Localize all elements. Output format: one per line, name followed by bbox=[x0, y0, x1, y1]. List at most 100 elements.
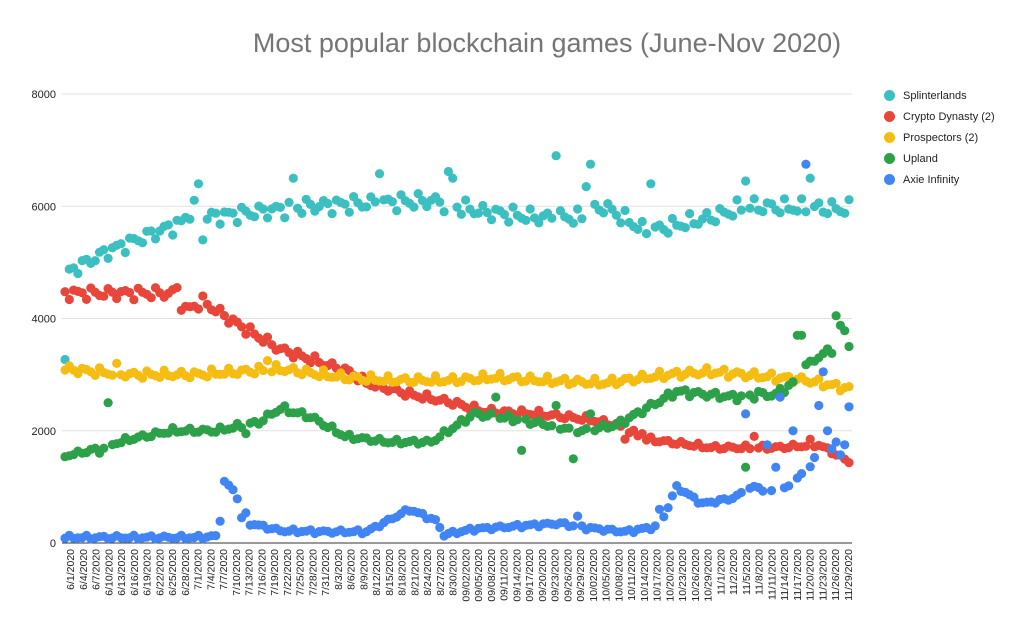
data-point bbox=[827, 444, 837, 454]
data-point bbox=[383, 371, 393, 381]
data-point bbox=[473, 375, 484, 385]
x-tick-label: 09/02/2020 bbox=[460, 549, 472, 602]
data-point bbox=[241, 429, 251, 439]
legend-item: Upland bbox=[884, 148, 995, 169]
data-point bbox=[249, 369, 260, 379]
data-point bbox=[749, 394, 759, 404]
x-tick-label: 11/26/2020 bbox=[830, 549, 842, 601]
y-tick-label: 8000 bbox=[32, 89, 56, 101]
data-point bbox=[805, 462, 815, 472]
data-point bbox=[262, 356, 273, 366]
x-tick-label: 8/27/2020 bbox=[435, 549, 447, 596]
data-point bbox=[473, 208, 484, 218]
series-axie-infinity bbox=[60, 159, 854, 544]
data-point bbox=[280, 213, 290, 223]
data-point bbox=[258, 416, 268, 426]
data-point bbox=[801, 441, 811, 451]
data-point bbox=[814, 198, 824, 208]
data-point bbox=[258, 204, 268, 214]
data-point bbox=[137, 238, 148, 248]
series-prospectors-2- bbox=[60, 356, 854, 396]
data-point bbox=[198, 291, 208, 301]
data-point bbox=[155, 372, 165, 382]
data-point bbox=[370, 197, 380, 207]
data-point bbox=[663, 228, 673, 238]
data-point bbox=[547, 213, 557, 223]
data-point bbox=[844, 402, 854, 412]
data-point bbox=[452, 202, 462, 212]
data-point bbox=[650, 521, 660, 531]
x-tick-label: 11/23/2020 bbox=[817, 549, 829, 601]
data-point bbox=[241, 329, 251, 339]
data-point bbox=[611, 210, 622, 220]
x-tick-label: 10/11/2020 bbox=[626, 549, 638, 601]
data-point bbox=[112, 293, 122, 304]
series-upland bbox=[60, 311, 854, 472]
data-point bbox=[146, 226, 156, 236]
x-axis-ticks: 6/1/2020 6/4/2020 6/7/2020 6/10/2020 6/13/20… bbox=[65, 549, 855, 602]
data-point bbox=[77, 288, 87, 298]
x-tick-label: 7/31/2020 bbox=[320, 549, 332, 596]
data-point bbox=[215, 516, 225, 526]
x-tick-label: 09/29/2020 bbox=[575, 549, 587, 602]
data-point bbox=[430, 515, 441, 525]
data-point bbox=[736, 205, 746, 215]
data-point bbox=[430, 371, 441, 381]
data-point bbox=[749, 431, 759, 441]
data-point bbox=[215, 219, 225, 229]
data-point bbox=[189, 195, 199, 205]
data-point bbox=[663, 503, 673, 513]
x-tick-label: 8/9/2020 bbox=[358, 549, 370, 590]
x-tick-label: 6/7/2020 bbox=[91, 549, 103, 590]
data-point bbox=[435, 522, 445, 533]
data-point bbox=[654, 366, 665, 376]
series-crypto-dynasty-2- bbox=[60, 283, 854, 468]
x-tick-label: 09/05/2020 bbox=[473, 549, 485, 602]
data-point bbox=[788, 377, 798, 387]
data-point bbox=[525, 204, 535, 214]
x-tick-label: 10/14/2020 bbox=[639, 549, 651, 602]
data-point bbox=[702, 363, 712, 373]
data-point bbox=[249, 212, 260, 222]
x-tick-label: 7/19/2020 bbox=[269, 549, 281, 596]
data-point bbox=[305, 358, 316, 368]
data-point bbox=[107, 370, 117, 380]
data-point bbox=[534, 218, 544, 228]
data-point bbox=[245, 322, 255, 332]
x-tick-label: 8/12/2020 bbox=[371, 549, 383, 596]
data-point bbox=[439, 207, 449, 217]
data-point bbox=[150, 234, 161, 244]
data-point bbox=[680, 223, 690, 233]
x-tick-label: 10/17/2020 bbox=[652, 549, 664, 602]
legend-swatch bbox=[884, 90, 895, 101]
data-point bbox=[228, 485, 238, 495]
x-tick-label: 8/18/2020 bbox=[397, 549, 409, 596]
data-point bbox=[646, 179, 656, 189]
data-point bbox=[146, 293, 156, 303]
data-point bbox=[374, 169, 385, 179]
data-point bbox=[598, 208, 609, 218]
data-point bbox=[60, 287, 70, 297]
data-point bbox=[766, 486, 777, 496]
data-point bbox=[633, 224, 643, 234]
data-point bbox=[779, 194, 790, 204]
data-point bbox=[323, 198, 333, 209]
data-point bbox=[840, 326, 850, 336]
data-point bbox=[818, 367, 828, 377]
data-point bbox=[202, 372, 212, 382]
x-tick-label: 8/3/2020 bbox=[333, 549, 345, 590]
data-point bbox=[805, 173, 815, 183]
x-tick-label: 11/14/2020 bbox=[779, 549, 791, 601]
data-point bbox=[577, 214, 587, 224]
data-point bbox=[551, 400, 561, 411]
data-point bbox=[732, 195, 742, 205]
x-tick-label: 8/24/2020 bbox=[422, 549, 434, 596]
legend-label: Crypto Dynasty (2) bbox=[903, 110, 995, 123]
data-point bbox=[211, 208, 221, 218]
data-point bbox=[129, 295, 139, 305]
x-tick-label: 7/13/2020 bbox=[244, 549, 256, 596]
data-point bbox=[801, 159, 811, 169]
data-point bbox=[517, 445, 527, 455]
data-point bbox=[771, 462, 781, 472]
data-point bbox=[193, 304, 204, 314]
